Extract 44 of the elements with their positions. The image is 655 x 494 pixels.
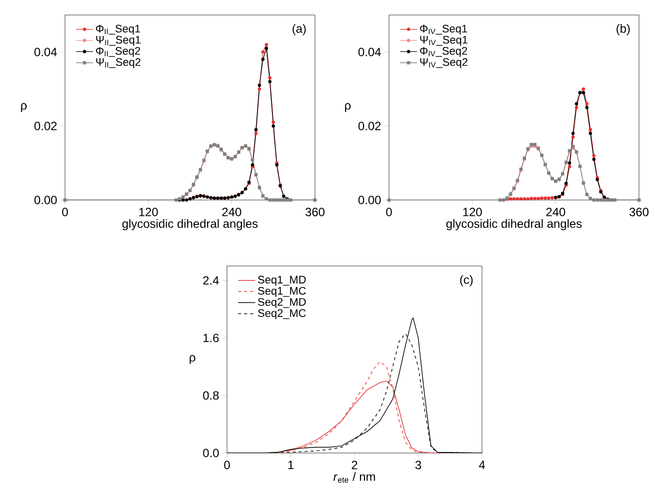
legend-label: Ψ$_{II}$_Seq2 bbox=[96, 58, 140, 68]
y-tick-label: 0.00 bbox=[34, 196, 57, 204]
legend-label: Seq1_MD bbox=[258, 276, 306, 286]
x-tick-label: 2 bbox=[352, 460, 358, 470]
x-tick-label: 0 bbox=[224, 460, 230, 470]
x-axis-title: glycosidic dihedral angles bbox=[122, 219, 258, 230]
y-tick-label: 0.00 bbox=[358, 196, 381, 204]
legend-label: Φ$_{II}$_Seq1 bbox=[96, 24, 140, 35]
y-tick-label: 0.04 bbox=[358, 48, 381, 56]
legend-label: Seq2_MC bbox=[258, 309, 306, 320]
y-tick-label: 1.6 bbox=[204, 334, 219, 342]
y-tick-label: 2.4 bbox=[203, 276, 219, 285]
y-tick-label: 0.04 bbox=[34, 48, 57, 56]
x-tick-label: 120 bbox=[139, 208, 158, 216]
x-axis-title: r$_{ete}$ / nm bbox=[333, 472, 375, 483]
legend-label: Ψ$_{IV}$_Seq1 bbox=[420, 36, 468, 46]
legend-label: Ψ$_{II}$_Seq1 bbox=[96, 36, 140, 46]
y-tick-label: 0.02 bbox=[358, 122, 381, 130]
x-tick-label: 3 bbox=[415, 460, 422, 470]
legend-label: Φ$_{IV}$_Seq1 bbox=[420, 24, 468, 35]
x-tick-label: 360 bbox=[629, 208, 649, 216]
y-tick-label: 0.0 bbox=[203, 448, 219, 458]
x-tick-label: 1 bbox=[288, 460, 294, 469]
x-tick-label: 240 bbox=[222, 208, 242, 216]
y-tick-label: 0.8 bbox=[203, 391, 219, 400]
x-tick-label: 0 bbox=[62, 208, 68, 216]
legend-label: Ψ$_{IV}$_Seq2 bbox=[420, 58, 468, 68]
x-tick-label: 4 bbox=[478, 460, 485, 469]
annotation: (b) bbox=[616, 24, 630, 36]
legend-label: Seq2_MD bbox=[258, 298, 306, 308]
y-axis-title: ρ bbox=[190, 355, 196, 364]
legend-label: Seq1_MC bbox=[258, 286, 306, 297]
y-axis-title: ρ bbox=[345, 103, 351, 112]
y-axis-title: ρ bbox=[21, 103, 27, 112]
x-axis-title: glycosidic dihedral angles bbox=[446, 219, 582, 230]
annotation: (a) bbox=[292, 24, 306, 36]
legend-label: Φ$_{IV}$_Seq2 bbox=[420, 47, 468, 57]
x-tick-label: 120 bbox=[463, 208, 482, 216]
y-tick-label: 0.02 bbox=[34, 122, 57, 130]
x-tick-label: 360 bbox=[305, 208, 325, 216]
x-tick-label: 240 bbox=[546, 208, 566, 216]
annotation: (c) bbox=[460, 275, 473, 286]
x-tick-label: 0 bbox=[386, 208, 392, 216]
legend-label: Φ$_{II}$_Seq2 bbox=[96, 47, 140, 57]
